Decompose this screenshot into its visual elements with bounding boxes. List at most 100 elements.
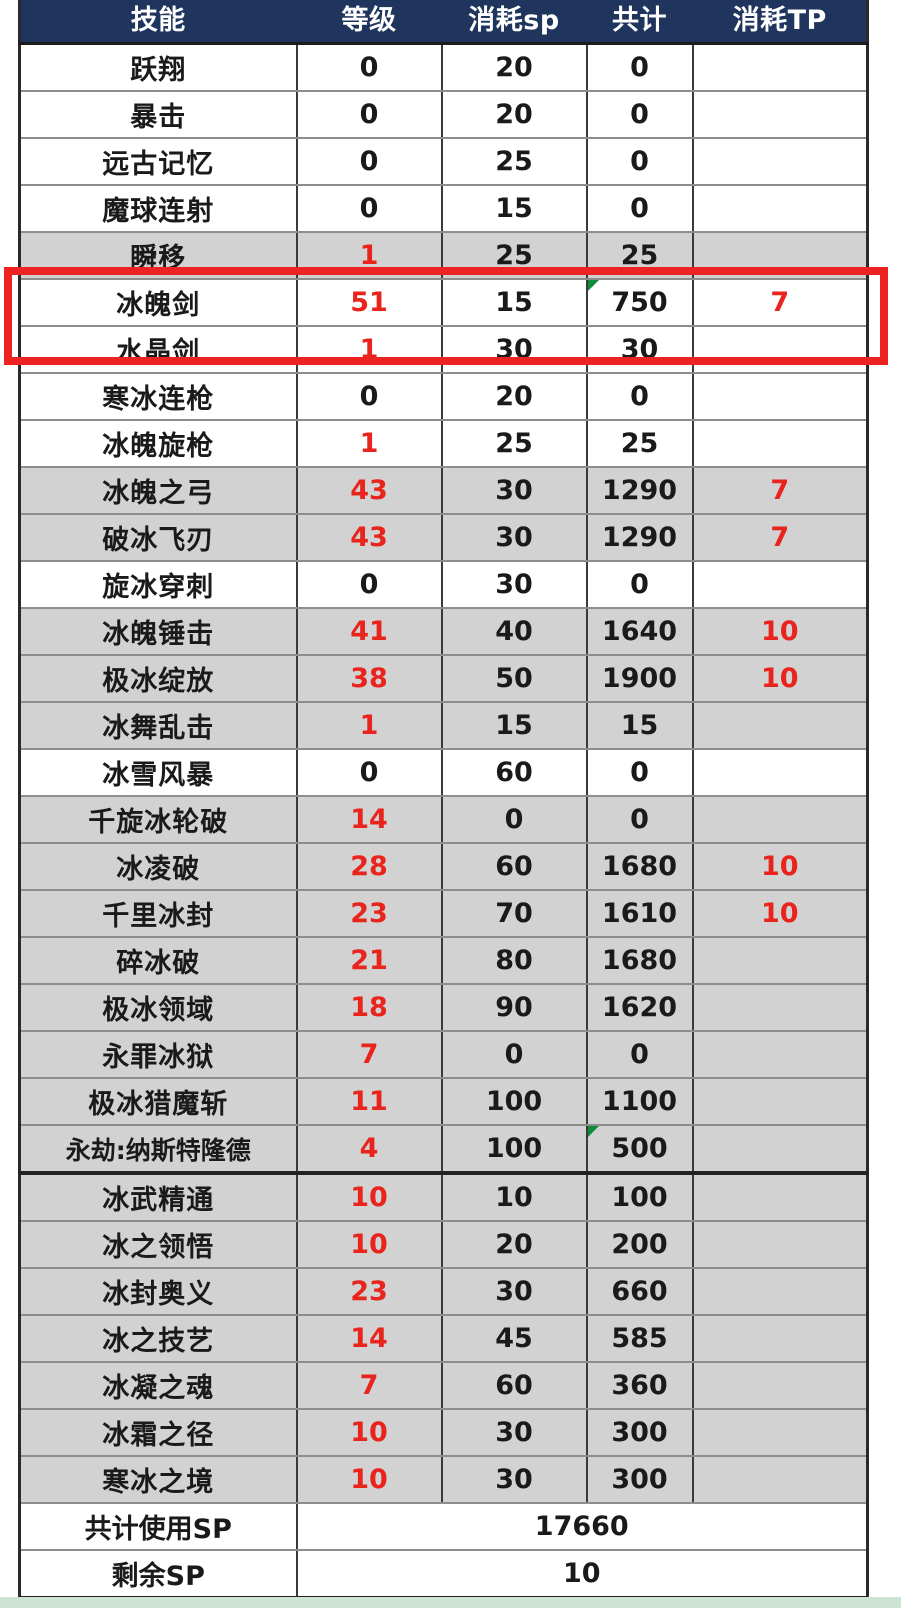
table-row[interactable]: 寒冰连枪 0 20 0 [18,373,869,421]
table-row[interactable]: 冰凌破 28 60 1680 10 [18,843,869,891]
cell-tp-cost[interactable] [691,1456,869,1504]
cell-level[interactable]: 10 [295,1221,443,1269]
cell-sp-cost[interactable]: 25 [440,138,588,186]
cell-tp-cost[interactable] [691,373,869,421]
cell-level[interactable]: 10 [295,1409,443,1457]
table-row[interactable]: 永罪冰狱 7 0 0 [18,1031,869,1079]
table-row[interactable]: 冰封奥义 23 30 660 [18,1268,869,1316]
cell-total[interactable]: 1680 [585,843,694,891]
cell-skill-name[interactable]: 寒冰之境 [18,1456,298,1504]
cell-level[interactable]: 4 [295,1125,443,1175]
cell-level[interactable]: 51 [295,279,443,327]
table-row[interactable]: 瞬移 1 25 25 [18,232,869,280]
cell-total[interactable]: 1680 [585,937,694,985]
cell-sp-cost[interactable]: 30 [440,1268,588,1316]
cell-tp-cost[interactable] [691,796,869,844]
cell-skill-name[interactable]: 冰之技艺 [18,1315,298,1363]
table-row[interactable]: 冰武精通 10 10 100 [18,1173,869,1222]
cell-sp-cost[interactable]: 40 [440,608,588,656]
table-row[interactable]: 水晶剑 1 30 30 [18,326,869,374]
table-row[interactable]: 永劫:纳斯特隆德 4 100 500 [18,1125,869,1175]
cell-level[interactable]: 23 [295,890,443,938]
cell-sp-cost[interactable]: 20 [440,43,588,92]
cell-tp-cost[interactable] [691,1031,869,1079]
cell-skill-name[interactable]: 冰之领悟 [18,1221,298,1269]
cell-total[interactable]: 585 [585,1315,694,1363]
cell-level[interactable]: 11 [295,1078,443,1126]
cell-tp-cost[interactable] [691,984,869,1032]
cell-tp-cost[interactable] [691,43,869,92]
cell-sp-cost[interactable]: 20 [440,373,588,421]
table-row[interactable]: 冰魄旋枪 1 25 25 [18,420,869,468]
cell-total[interactable]: 1290 [585,467,694,515]
cell-total[interactable]: 0 [585,561,694,609]
cell-tp-cost[interactable]: 7 [691,514,869,562]
cell-tp-cost[interactable] [691,937,869,985]
cell-skill-name[interactable]: 碎冰破 [18,937,298,985]
cell-total[interactable]: 100 [585,1173,694,1222]
cell-skill-name[interactable]: 冰霜之径 [18,1409,298,1457]
cell-tp-cost[interactable] [691,326,869,374]
cell-sp-cost[interactable]: 50 [440,655,588,703]
cell-skill-name[interactable]: 远古记忆 [18,138,298,186]
cell-skill-name[interactable]: 冰魄之弓 [18,467,298,515]
cell-level[interactable]: 0 [295,43,443,92]
cell-total[interactable]: 0 [585,749,694,797]
cell-level[interactable]: 7 [295,1031,443,1079]
cell-total[interactable]: 500 [585,1125,694,1175]
cell-tp-cost[interactable] [691,561,869,609]
table-row[interactable]: 冰之技艺 14 45 585 [18,1315,869,1363]
table-row[interactable]: 冰霜之径 10 30 300 [18,1409,869,1457]
summary-value[interactable]: 17660 [295,1503,869,1551]
cell-level[interactable]: 38 [295,655,443,703]
cell-level[interactable]: 21 [295,937,443,985]
cell-total[interactable]: 0 [585,138,694,186]
column-header-total[interactable]: 共计 [585,0,694,45]
table-row[interactable]: 极冰绽放 38 50 1900 10 [18,655,869,703]
cell-level[interactable]: 0 [295,185,443,233]
cell-tp-cost[interactable] [691,1362,869,1410]
cell-level[interactable]: 0 [295,749,443,797]
cell-total[interactable]: 0 [585,43,694,92]
cell-skill-name[interactable]: 暴击 [18,91,298,139]
cell-level[interactable]: 0 [295,373,443,421]
cell-total[interactable]: 15 [585,702,694,750]
table-row[interactable]: 魔球连射 0 15 0 [18,185,869,233]
table-row[interactable]: 跃翔 0 20 0 [18,43,869,92]
table-row[interactable]: 冰之领悟 10 20 200 [18,1221,869,1269]
cell-level[interactable]: 10 [295,1173,443,1222]
cell-total[interactable]: 750 [585,279,694,327]
cell-sp-cost[interactable]: 10 [440,1173,588,1222]
cell-level[interactable]: 23 [295,1268,443,1316]
cell-sp-cost[interactable]: 15 [440,702,588,750]
cell-sp-cost[interactable]: 25 [440,420,588,468]
cell-total[interactable]: 0 [585,91,694,139]
cell-tp-cost[interactable]: 10 [691,655,869,703]
cell-skill-name[interactable]: 千旋冰轮破 [18,796,298,844]
cell-level[interactable]: 0 [295,561,443,609]
cell-sp-cost[interactable]: 15 [440,279,588,327]
cell-skill-name[interactable]: 破冰飞刃 [18,514,298,562]
cell-total[interactable]: 0 [585,1031,694,1079]
table-row[interactable]: 破冰飞刃 43 30 1290 7 [18,514,869,562]
table-row[interactable]: 冰魄之弓 43 30 1290 7 [18,467,869,515]
cell-total[interactable]: 0 [585,185,694,233]
column-header-sp[interactable]: 消耗sp [440,0,588,45]
summary-row[interactable]: 剩余SP 10 [18,1550,869,1600]
table-row[interactable]: 冰魄剑 51 15 750 7 [18,279,869,327]
cell-tp-cost[interactable] [691,1221,869,1269]
cell-sp-cost[interactable]: 30 [440,1456,588,1504]
cell-tp-cost[interactable] [691,1315,869,1363]
cell-level[interactable]: 18 [295,984,443,1032]
cell-total[interactable]: 660 [585,1268,694,1316]
column-header-tp[interactable]: 消耗TP [691,0,869,45]
table-row[interactable]: 寒冰之境 10 30 300 [18,1456,869,1504]
cell-skill-name[interactable]: 永劫:纳斯特隆德 [18,1125,298,1175]
cell-sp-cost[interactable]: 20 [440,91,588,139]
cell-level[interactable]: 1 [295,420,443,468]
cell-sp-cost[interactable]: 30 [440,467,588,515]
cell-skill-name[interactable]: 魔球连射 [18,185,298,233]
cell-sp-cost[interactable]: 0 [440,796,588,844]
table-row[interactable]: 千旋冰轮破 14 0 0 [18,796,869,844]
cell-sp-cost[interactable]: 45 [440,1315,588,1363]
